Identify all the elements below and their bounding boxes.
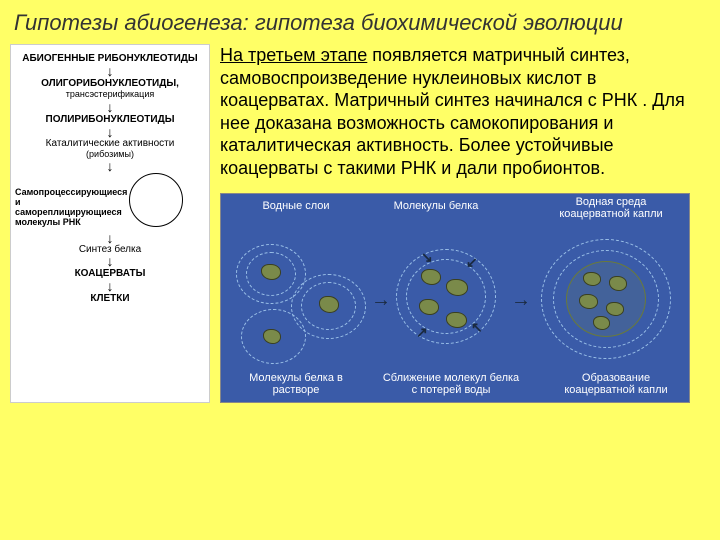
rna-circle-box: Самопроцессирующиеся и самореплицирующие… [15, 173, 205, 231]
arrow-right-icon: → [371, 289, 391, 312]
arrow-right-icon: → [511, 289, 531, 312]
body-lead: На третьем этапе [220, 45, 367, 65]
flow-node-2: ОЛИГОРИБОНУКЛЕОТИДЫ, трансэстерификация [15, 78, 205, 100]
diagram-label-bot1: Молекулы белка в растворе [241, 372, 351, 396]
flow-node-4-label: Каталитические активности [46, 138, 175, 149]
blob-icon [419, 299, 439, 315]
blob-icon [319, 296, 339, 313]
blob-icon [261, 264, 281, 280]
blob-icon [421, 269, 441, 285]
arrow-in-icon: ↗ [416, 324, 428, 341]
diagram-label-top2: Молекулы белка [391, 200, 481, 212]
flow-node-2-sub: трансэстерификация [66, 89, 154, 99]
flow-node-5: Самопроцессирующиеся и самореплицирующие… [15, 187, 125, 227]
arrow-icon: ↓ [15, 127, 205, 137]
blob-icon [263, 329, 281, 344]
blob-icon [579, 294, 598, 309]
right-column: На третьем этапе появляется матричный си… [210, 44, 710, 403]
blob-icon [606, 302, 624, 316]
flowchart-panel: АБИОГЕННЫЕ РИБОНУКЛЕОТИДЫ ↓ ОЛИГОРИБОНУК… [10, 44, 210, 403]
flow-node-2-label: ОЛИГОРИБОНУКЛЕОТИДЫ, [41, 78, 179, 89]
diagram-label-bot3: Образование коацерватной капли [551, 372, 681, 396]
arrow-in-icon: ↖ [471, 319, 483, 336]
flow-node-8: КЛЕТКИ [15, 293, 205, 304]
coacervate-diagram: Водные слои Молекулы белка Водная среда … [220, 193, 690, 403]
arrow-in-icon: ↙ [466, 254, 478, 271]
blob-icon [593, 316, 610, 330]
arrow-icon: ↓ [15, 66, 205, 76]
diagram-label-top3: Водная среда коацерватной капли [541, 196, 681, 220]
arrow-icon: ↓ [15, 281, 205, 291]
arrow-icon: ↓ [15, 102, 205, 112]
body-paragraph: На третьем этапе появляется матричный си… [220, 44, 710, 179]
arrow-icon: ↓ [15, 161, 205, 171]
content-area: АБИОГЕННЫЕ РИБОНУКЛЕОТИДЫ ↓ ОЛИГОРИБОНУК… [0, 44, 720, 403]
flow-node-4: Каталитические активности (рибозимы) [15, 138, 205, 160]
circle-icon [129, 173, 183, 227]
diagram-label-bot2: Сближение молекул белка с потерей воды [381, 372, 521, 396]
blob-icon [446, 279, 468, 296]
diagram-label-top1: Водные слои [251, 200, 341, 212]
arrow-in-icon: ↘ [421, 249, 433, 266]
arrow-icon: ↓ [15, 256, 205, 266]
blob-icon [609, 276, 627, 291]
blob-icon [446, 312, 467, 328]
blob-icon [583, 272, 601, 286]
arrow-icon: ↓ [15, 233, 205, 243]
slide-title: Гипотезы абиогенеза: гипотеза биохимичес… [0, 0, 720, 44]
